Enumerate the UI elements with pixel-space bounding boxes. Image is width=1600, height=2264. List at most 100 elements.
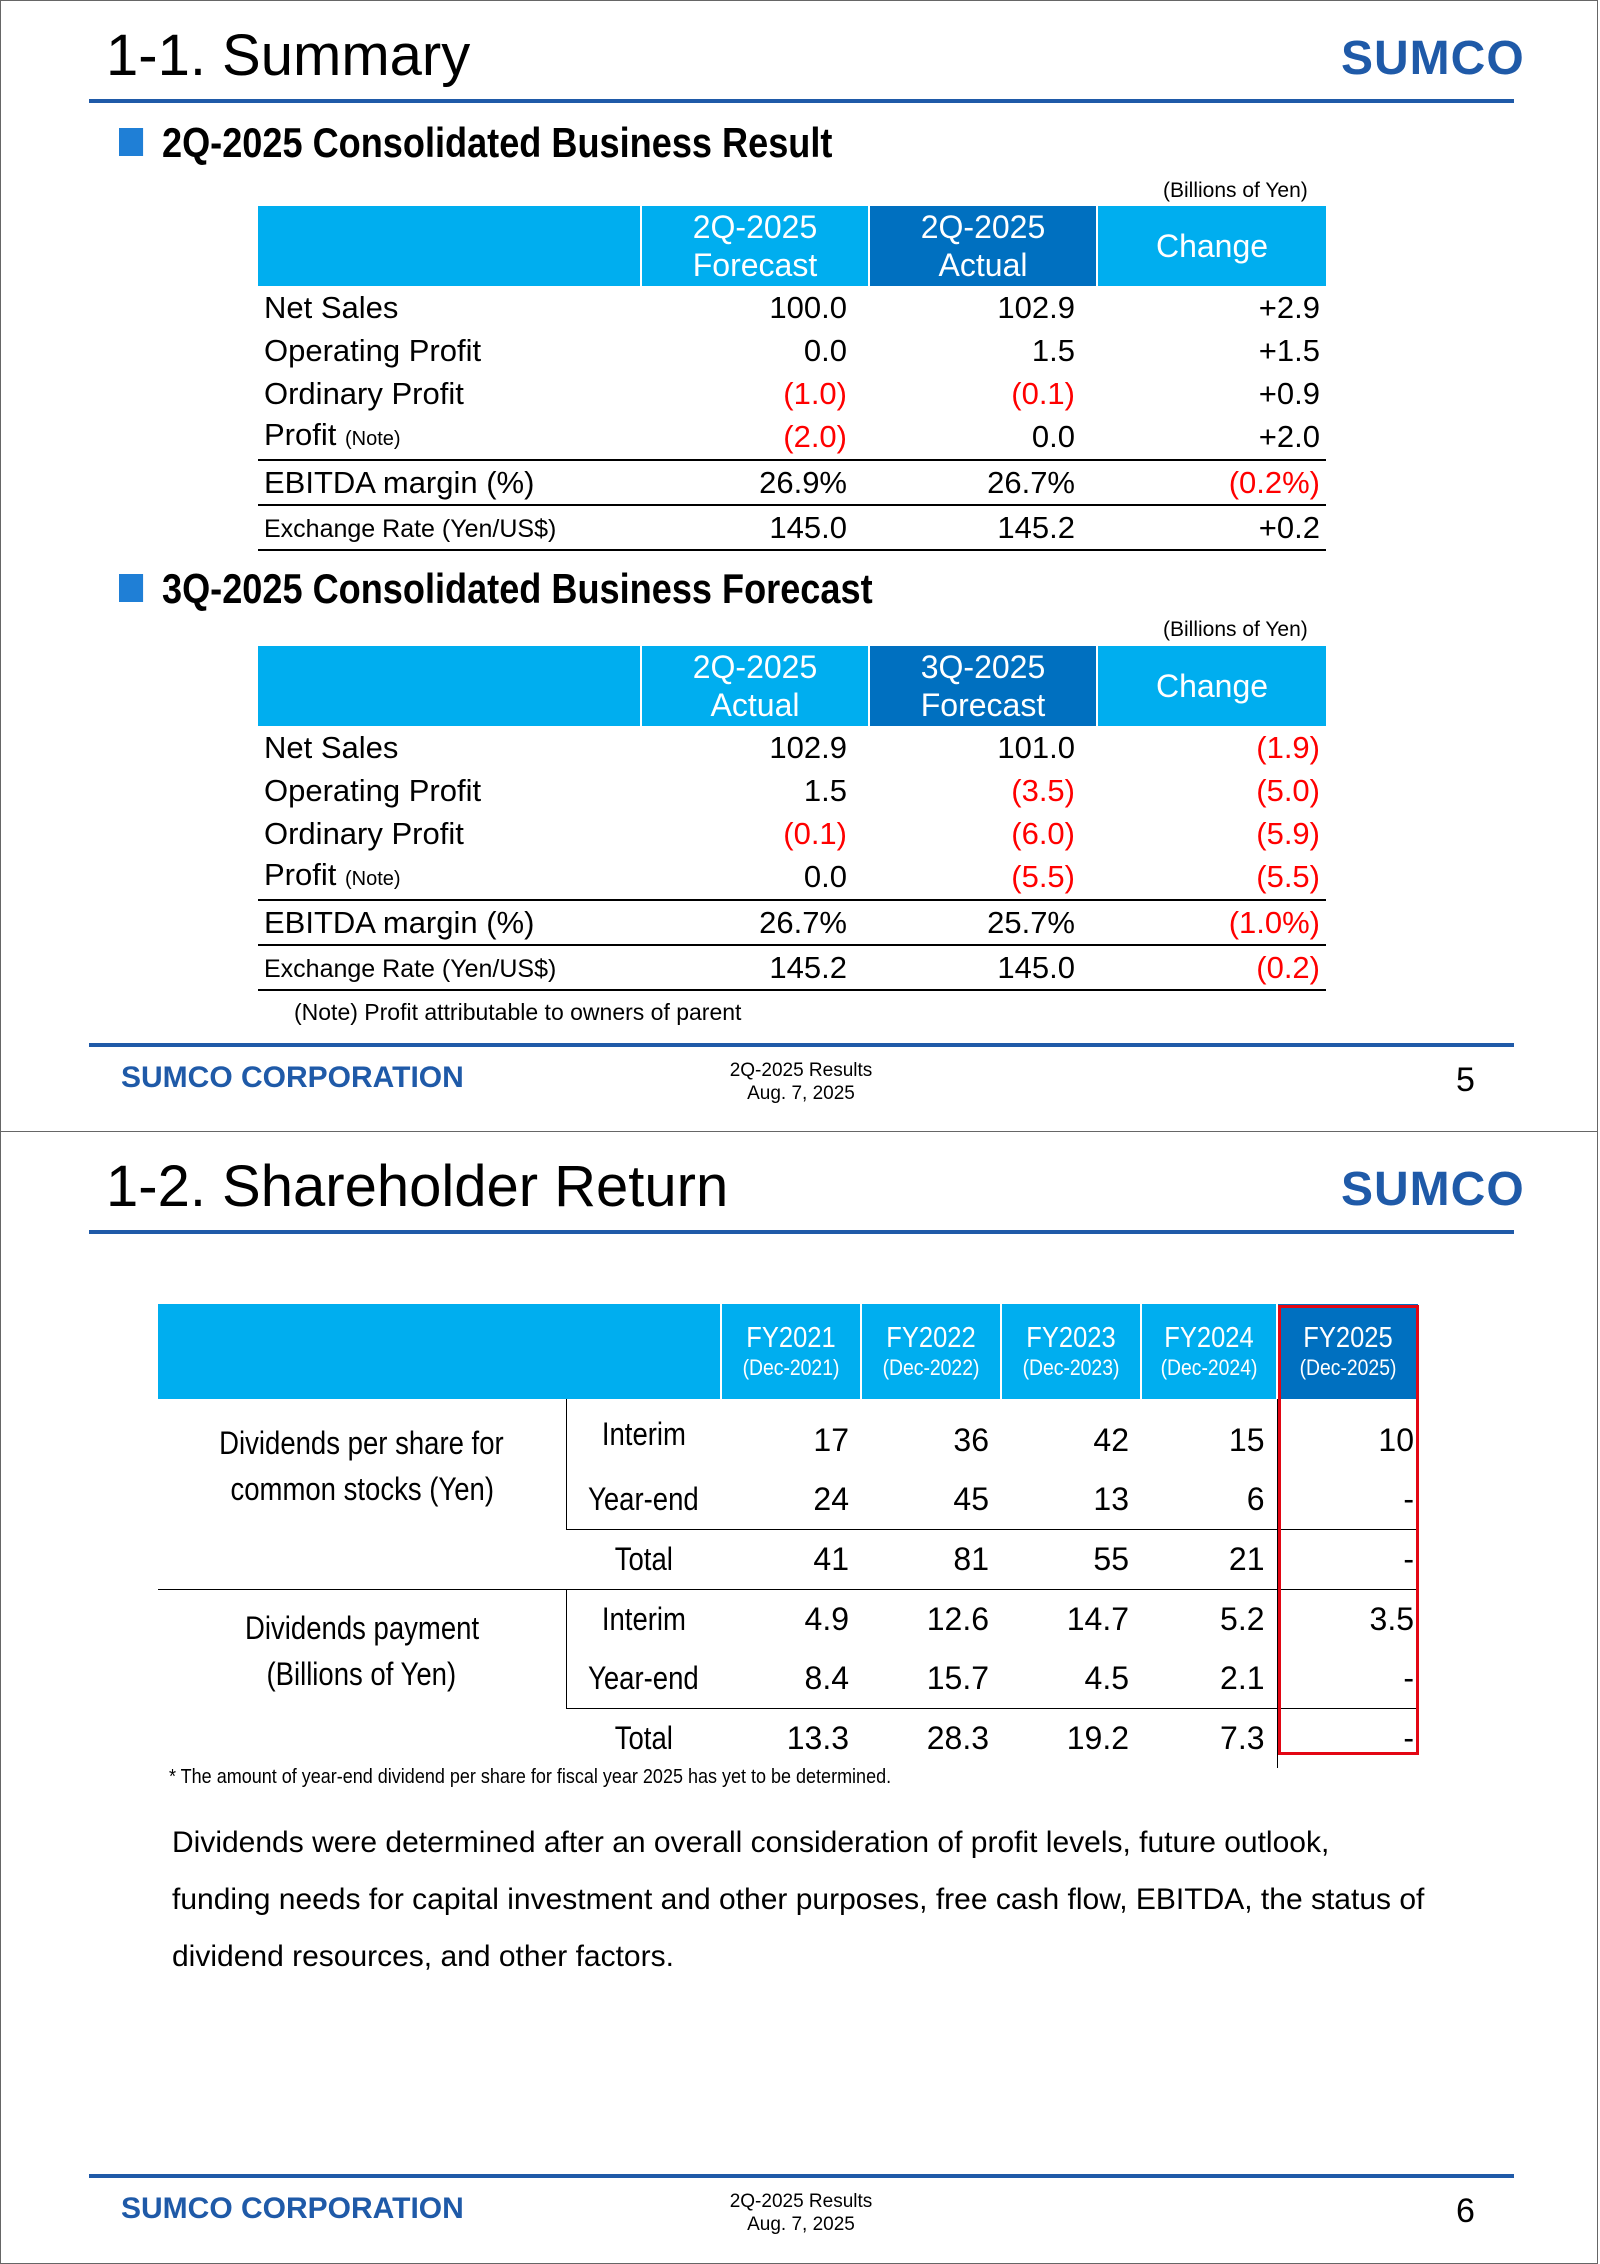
header-blank bbox=[258, 646, 641, 726]
cell-value: +2.9 bbox=[1258, 289, 1320, 325]
table-row: Total 41 81 55 21- bbox=[158, 1529, 1418, 1590]
group-label-line: Dividends per share for bbox=[219, 1425, 504, 1461]
header-col: 3Q-2025 Forecast bbox=[868, 646, 1097, 726]
row-sub-label: Interim bbox=[565, 1589, 721, 1649]
header-blank bbox=[258, 206, 641, 286]
row-label-text: Profit bbox=[264, 417, 337, 452]
row-label: Profit (Note) bbox=[258, 415, 641, 460]
cell-value: 100.0 bbox=[769, 289, 847, 325]
row-label: EBITDA margin (%) bbox=[258, 459, 641, 505]
row-sub-label-text: Total bbox=[614, 1541, 673, 1577]
business-forecast-table: 2Q-2025 Actual 3Q-2025 Forecast Change Net… bbox=[258, 646, 1326, 991]
cell-value: (1.0%) bbox=[1097, 899, 1326, 945]
cell-value: 4.5 bbox=[1001, 1649, 1141, 1709]
table-row: EBITDA margin (%) 26.9% 26.7% (0.2%) bbox=[258, 459, 1326, 505]
table-row: Net Sales 100.0 102.9 +2.9 bbox=[258, 286, 1326, 329]
dividend-policy-text: Dividends were determined after an overa… bbox=[172, 1826, 1425, 1973]
cell-value: 24 bbox=[721, 1470, 861, 1530]
row-label: Net Sales bbox=[258, 726, 641, 769]
table-row: Ordinary Profit (1.0) (0.1) +0.9 bbox=[258, 372, 1326, 415]
cell-value: 26.7% bbox=[641, 899, 869, 945]
table-row: Exchange Rate (Yen/US$) 145.2 145.0 (0.2) bbox=[258, 944, 1326, 991]
cell-value: 14.7 bbox=[1066, 1601, 1129, 1637]
cell-value: 19.2 bbox=[1066, 1720, 1129, 1756]
row-label: Operating Profit bbox=[258, 769, 641, 812]
row-label: Exchange Rate (Yen/US$) bbox=[258, 944, 641, 991]
row-label: Net Sales bbox=[258, 286, 641, 329]
cell-value: 0.0 bbox=[1031, 419, 1075, 454]
row-label: Operating Profit bbox=[258, 329, 641, 372]
cell-value: (5.9) bbox=[1256, 815, 1320, 851]
bullet-square-icon bbox=[119, 573, 144, 602]
cell-value: - bbox=[1276, 1708, 1418, 1768]
footer-divider bbox=[89, 1043, 1514, 1047]
header-year: FY2021 (Dec-2021) bbox=[720, 1304, 861, 1399]
table-row: Profit (Note) 0.0 (5.5) (5.5) bbox=[258, 855, 1326, 900]
cell-value: 2.1 bbox=[1141, 1649, 1277, 1709]
cell-value: +0.2 bbox=[1097, 504, 1326, 551]
group-label-line: (Billions of Yen) bbox=[266, 1656, 457, 1692]
row-label: Profit (Note) bbox=[258, 855, 641, 900]
fy2025-highlight-box bbox=[1278, 1305, 1419, 1755]
cell-value: 17 bbox=[813, 1422, 849, 1458]
cell-value: 10 bbox=[1276, 1399, 1418, 1470]
cell-value: 13.3 bbox=[786, 1720, 849, 1756]
cell-value: (0.1) bbox=[1011, 375, 1075, 411]
row-label-text: Net Sales bbox=[264, 289, 399, 325]
page-number: 6 bbox=[1456, 2192, 1475, 2230]
row-sub-label-text: Interim bbox=[601, 1416, 686, 1452]
cell-value: 0.0 bbox=[803, 859, 847, 894]
section-heading-text: 2Q-2025 Consolidated Business Result bbox=[162, 119, 833, 166]
cell-value: (0.2%) bbox=[1097, 459, 1326, 505]
cell-value: 8.4 bbox=[721, 1649, 861, 1709]
cell-value: 36 bbox=[953, 1422, 989, 1458]
row-sub-label-text: Year-end bbox=[588, 1660, 700, 1696]
footer-line2: Aug. 7, 2025 bbox=[747, 1083, 855, 1104]
table-row: Dividends payment (Billions of Yen) Interi… bbox=[158, 1589, 1418, 1692]
cell-value: 145.0 bbox=[869, 944, 1097, 991]
header-year: FY2024 (Dec-2024) bbox=[1140, 1304, 1277, 1399]
unit-label: (Billions of Yen) bbox=[1163, 618, 1308, 641]
title-divider bbox=[89, 1230, 1514, 1234]
table-row: Operating Profit 0.0 1.5 +1.5 bbox=[258, 329, 1326, 372]
cell-value: (5.5) bbox=[1011, 859, 1075, 894]
footnote: (Note) Profit attributable to owners of … bbox=[294, 999, 742, 1025]
table-row: Year-end 8.4 15.7 4.5 2.1- bbox=[158, 1649, 1418, 1709]
row-label: Exchange Rate (Yen/US$) bbox=[258, 504, 641, 551]
logo-text: SUMCO bbox=[1341, 1163, 1525, 1216]
cell-value: (6.0) bbox=[1011, 815, 1075, 851]
cell-value: 42 bbox=[1093, 1422, 1129, 1458]
header-col: Change bbox=[1096, 206, 1326, 286]
row-label: EBITDA margin (%) bbox=[258, 899, 641, 945]
cell-value: 102.9 bbox=[769, 729, 847, 765]
cell-value: +2.0 bbox=[1258, 419, 1320, 454]
row-label-text: Profit bbox=[264, 857, 337, 892]
header-year: FY2023 (Dec-2023) bbox=[1000, 1304, 1141, 1399]
cell-value: 3.5 bbox=[1276, 1589, 1418, 1649]
table-row: Profit (Note) (2.0) 0.0 +2.0 bbox=[258, 415, 1326, 460]
page-title: 1-1. Summary bbox=[106, 23, 471, 88]
table-row: Net Sales 102.9 101.0 (1.9) bbox=[258, 726, 1326, 769]
row-label-text: Operating Profit bbox=[264, 772, 482, 808]
cell-value: 145.0 bbox=[641, 504, 869, 551]
table-row: Exchange Rate (Yen/US$) 145.0 145.2 +0.2 bbox=[258, 504, 1326, 551]
row-sub-label: Total bbox=[566, 1709, 721, 1769]
footer-center: 2Q-2025 Results Aug. 7, 2025 bbox=[701, 1059, 901, 1105]
bullet-square-icon bbox=[119, 127, 144, 156]
group-label: Dividends per share for common stocks (Ye… bbox=[158, 1399, 566, 1590]
row-sub-label-text: Year-end bbox=[588, 1481, 700, 1517]
group-label-line: Dividends payment bbox=[244, 1610, 479, 1646]
cell-value: 0.0 bbox=[803, 332, 847, 368]
row-sub-label: Year-end bbox=[565, 1470, 721, 1530]
cell-value: (0.2) bbox=[1097, 944, 1326, 991]
cell-value: (2.0) bbox=[783, 419, 847, 454]
table-header-row: 2Q-2025 Actual 3Q-2025 Forecast Change bbox=[258, 646, 1326, 726]
table-row: Year-end 24 45 13 6- bbox=[158, 1470, 1418, 1530]
row-label-text: Ordinary Profit bbox=[264, 375, 464, 411]
slide-shareholder-return: 1-2. Shareholder Return SUMCO FY2021 (Dec… bbox=[0, 1131, 1598, 2264]
cell-value: 26.9% bbox=[641, 459, 869, 505]
company-name: SUMCO CORPORATION bbox=[121, 1061, 464, 1094]
header-col: 2Q-2025 Forecast bbox=[640, 206, 869, 286]
section-heading-text: 3Q-2025 Consolidated Business Forecast bbox=[162, 565, 873, 612]
group-label: Dividends payment (Billions of Yen) bbox=[158, 1590, 566, 1769]
